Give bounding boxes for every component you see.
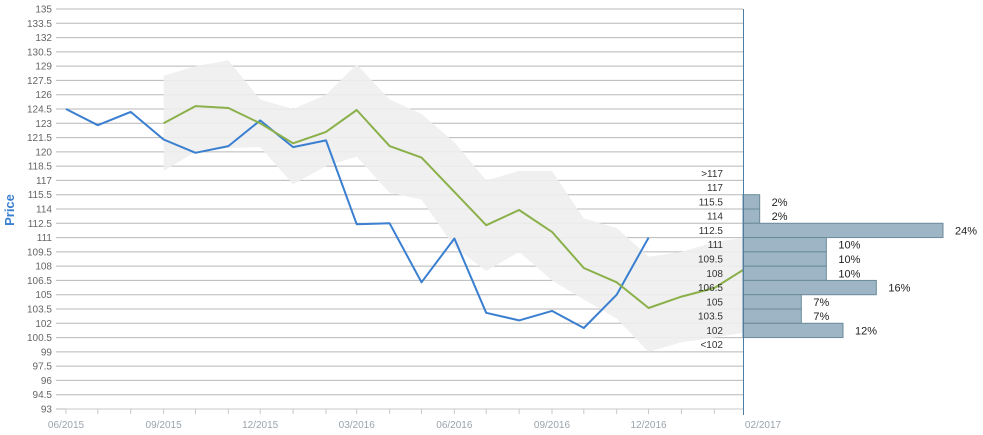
histogram-bin-label: 105 bbox=[706, 297, 723, 308]
histogram-percent-label: 10% bbox=[838, 268, 860, 280]
y-tick-label: 100.5 bbox=[27, 333, 52, 344]
y-tick-label: 114 bbox=[36, 205, 52, 216]
y-tick-label: 129 bbox=[35, 62, 52, 73]
histogram-bin-label: 117 bbox=[707, 183, 723, 194]
histogram-bin-label: 103.5 bbox=[698, 312, 723, 323]
histogram-bar bbox=[742, 279, 877, 296]
y-tick-label: 111 bbox=[37, 233, 53, 244]
histogram-bar bbox=[742, 222, 944, 239]
y-tick-label: 96 bbox=[41, 376, 53, 387]
histogram-percent-label: 12% bbox=[855, 325, 877, 337]
histogram-bin-label: 106.5 bbox=[698, 283, 723, 294]
average-series-line bbox=[163, 105, 744, 309]
histogram-bar bbox=[742, 308, 802, 324]
y-tick-label: 132 bbox=[35, 33, 52, 44]
y-tick-label: 117 bbox=[36, 176, 52, 187]
y-tick-label: 108 bbox=[35, 262, 52, 273]
x-tick-label: 09/2015 bbox=[146, 420, 183, 431]
x-tick-label: 12/2015 bbox=[242, 420, 279, 431]
histogram-percent-label: 7% bbox=[813, 311, 829, 323]
histogram-bin-label: 115.5 bbox=[699, 197, 724, 208]
y-tick-label: 97.5 bbox=[33, 362, 53, 373]
histogram-bin-label: 111 bbox=[708, 240, 724, 251]
x-tick-label: 06/2016 bbox=[436, 420, 473, 431]
y-tick-label: 121.5 bbox=[27, 133, 52, 144]
price-series-line bbox=[65, 108, 650, 329]
histogram-bin-label: 102 bbox=[706, 326, 723, 337]
histogram-percent-label: 10% bbox=[838, 240, 860, 252]
histogram-percent-label: 16% bbox=[888, 283, 910, 295]
histogram-bar bbox=[742, 237, 827, 253]
y-tick-label: 105 bbox=[35, 290, 52, 301]
histogram-percent-label: 2% bbox=[772, 211, 788, 223]
y-tick-label: 135 bbox=[35, 5, 52, 16]
y-tick-label: 126 bbox=[35, 90, 52, 101]
histogram-bar bbox=[742, 251, 827, 267]
y-tick-label: 115.5 bbox=[28, 190, 53, 201]
histogram-percent-label: 24% bbox=[955, 225, 977, 237]
histogram-bin-label: <102 bbox=[700, 340, 723, 351]
forecast-band bbox=[163, 60, 744, 352]
y-tick-label: 103.5 bbox=[27, 305, 52, 316]
histogram-bar bbox=[742, 294, 802, 310]
y-tick-label: 118.5 bbox=[28, 162, 53, 173]
y-tick-label: 130.5 bbox=[27, 47, 52, 58]
x-tick-label: 06/2015 bbox=[48, 420, 85, 431]
y-tick-label: 120 bbox=[35, 147, 52, 158]
histogram-bin-label: 114 bbox=[707, 212, 723, 223]
histogram-bin-label: >117 bbox=[701, 169, 723, 180]
histogram-bar bbox=[742, 322, 844, 339]
histogram-bar bbox=[742, 265, 827, 281]
histogram-bar bbox=[742, 208, 761, 224]
y-tick-label: 123 bbox=[35, 119, 52, 130]
y-tick-label: 127.5 bbox=[27, 76, 52, 87]
y-tick-label: 133.5 bbox=[27, 19, 52, 30]
y-tick-label: 106.5 bbox=[27, 276, 52, 287]
histogram-percent-label: 7% bbox=[813, 297, 829, 309]
y-tick-label: 102 bbox=[35, 319, 52, 330]
histogram-bin-label: 112.5 bbox=[699, 226, 724, 237]
y-tick-label: 124.5 bbox=[27, 105, 52, 116]
histogram-bin-label: 108 bbox=[706, 269, 723, 280]
y-tick-label: 99 bbox=[41, 347, 53, 358]
y-tick-label: 112.5 bbox=[28, 219, 53, 230]
x-tick-label: 03/2016 bbox=[339, 420, 376, 431]
histogram-percent-label: 2% bbox=[772, 197, 788, 209]
y-tick-label: 109.5 bbox=[27, 247, 52, 258]
x-tick-label: 12/2016 bbox=[630, 420, 667, 431]
y-tick-label: 93 bbox=[41, 405, 53, 416]
histogram-percent-label: 10% bbox=[838, 254, 860, 266]
y-axis-label: Price bbox=[2, 194, 17, 226]
x-tick-label: 02/2017 bbox=[745, 420, 782, 431]
histogram-bar bbox=[742, 194, 761, 210]
histogram-bin-label: 109.5 bbox=[698, 255, 723, 266]
x-tick-label: 09/2016 bbox=[534, 420, 571, 431]
y-tick-label: 94.5 bbox=[33, 390, 53, 401]
